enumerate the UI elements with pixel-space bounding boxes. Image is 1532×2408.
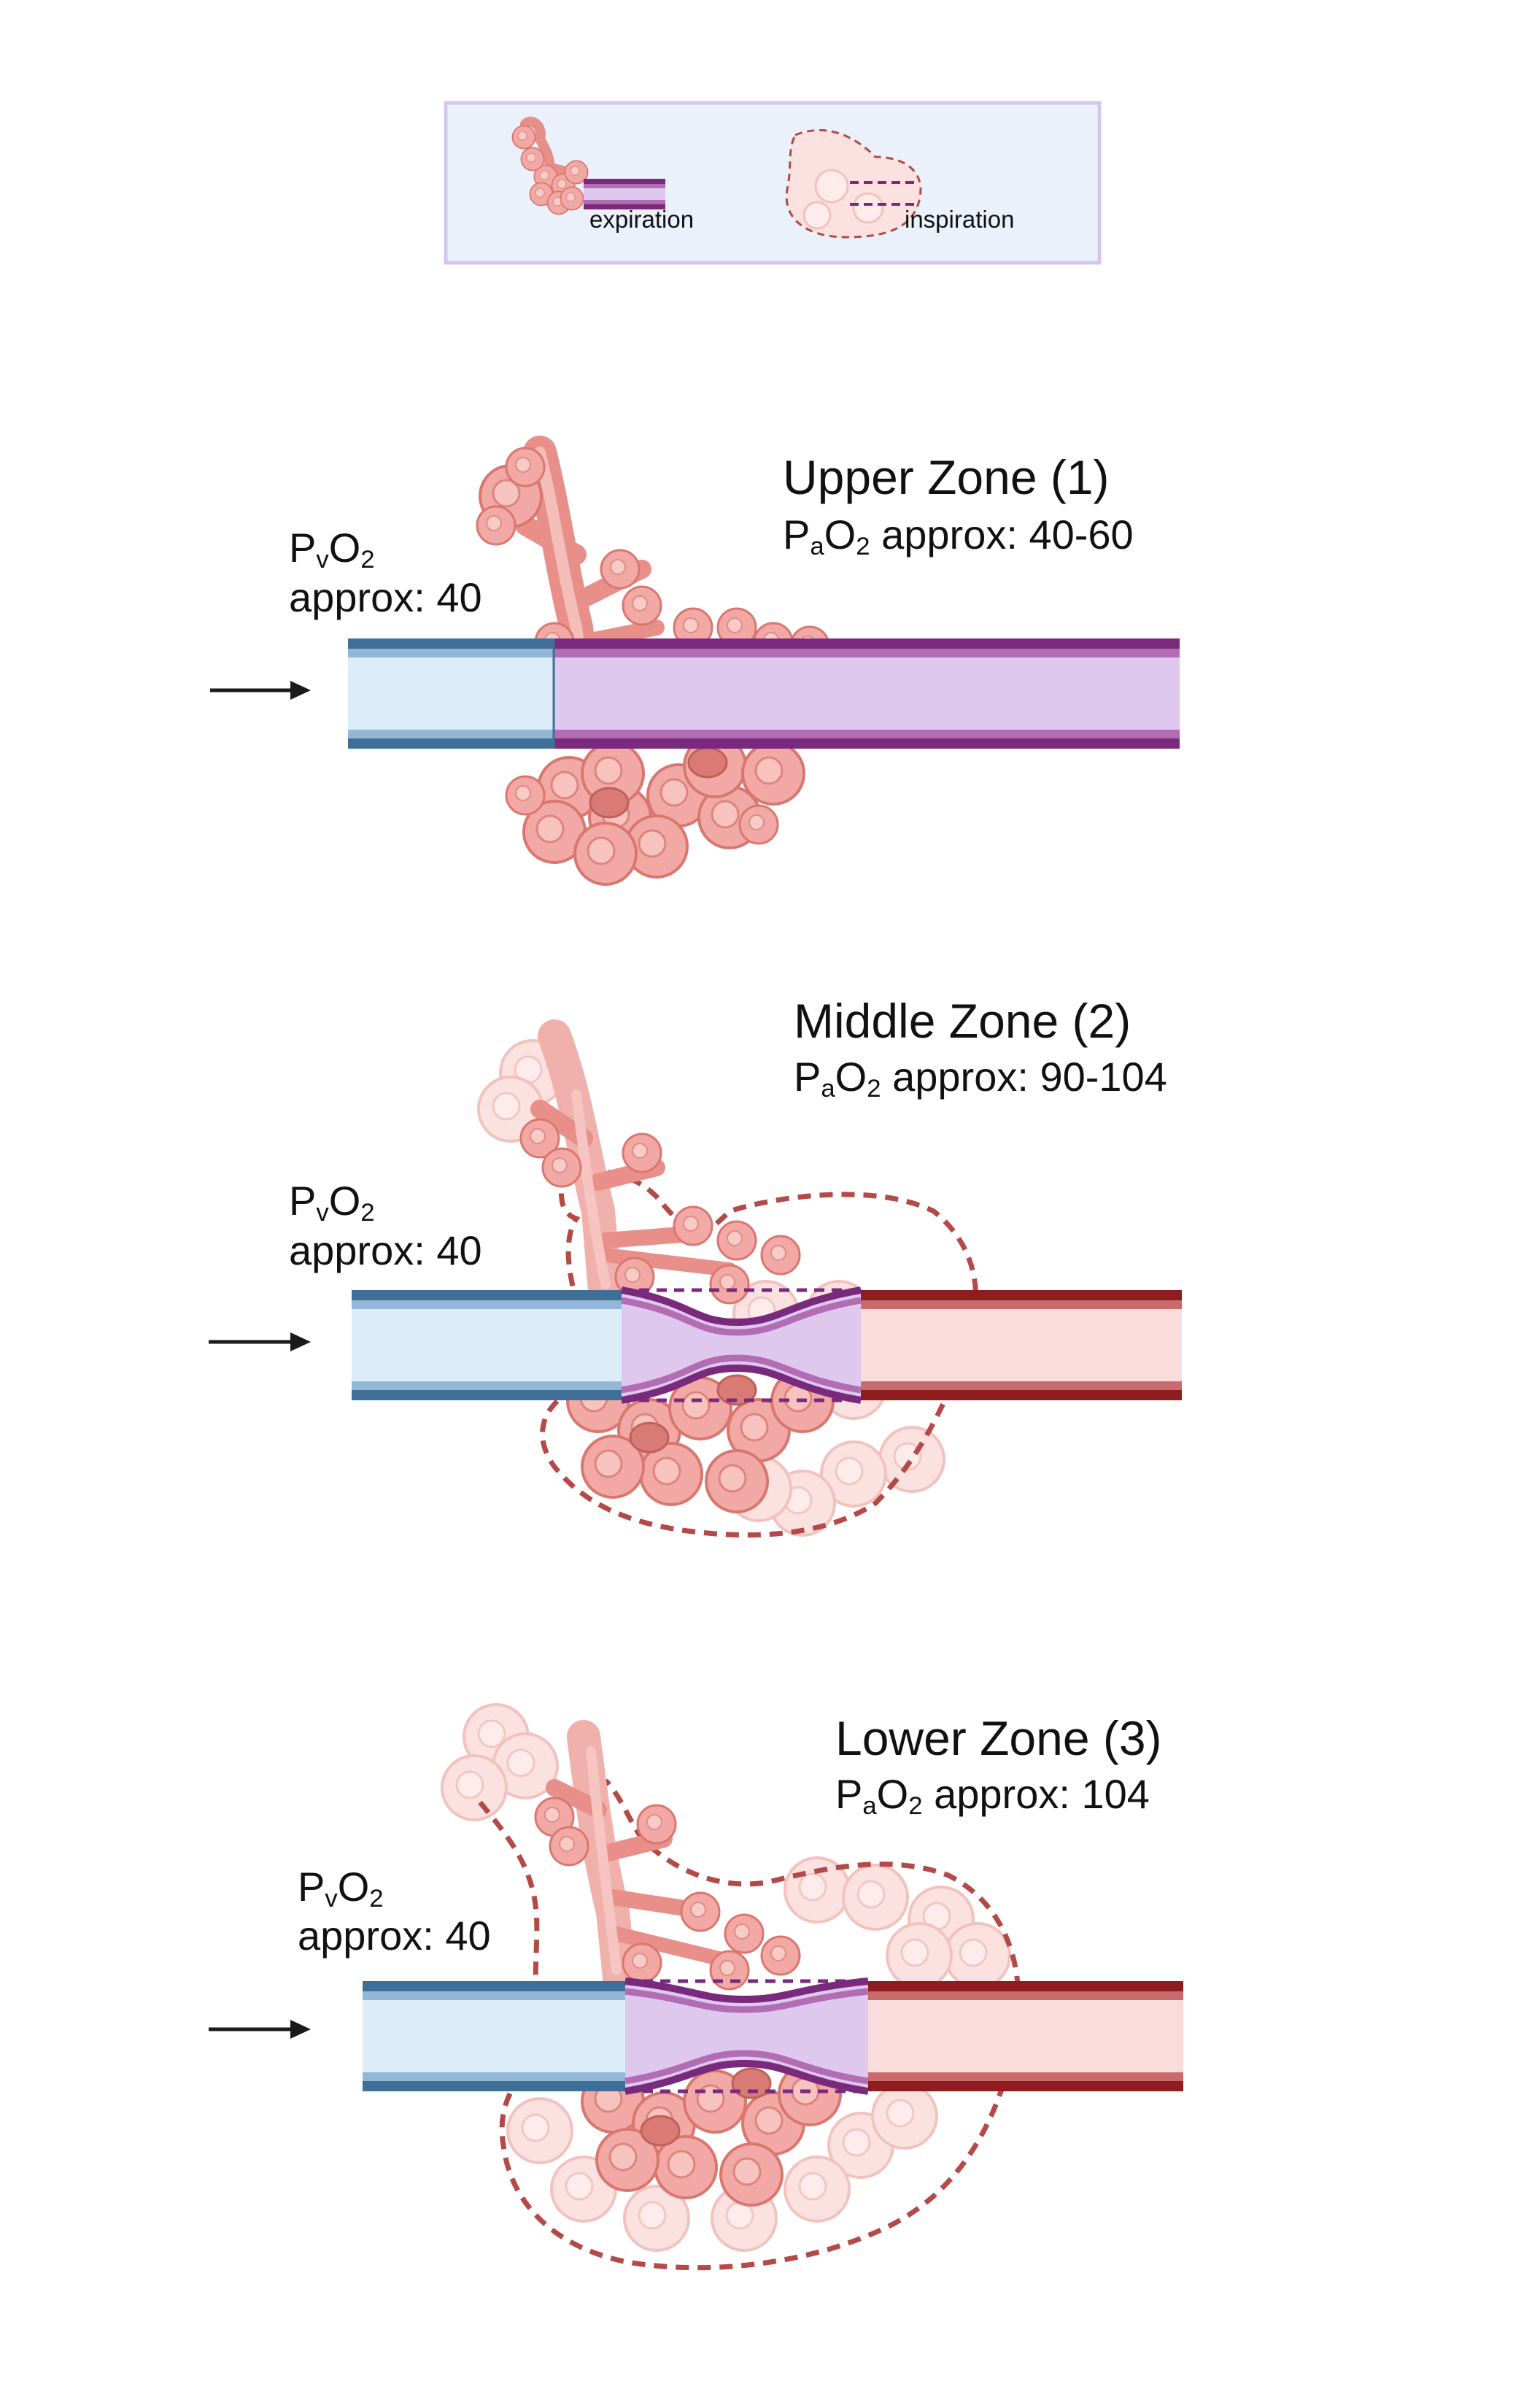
lung-alveoli-icon — [519, 1019, 835, 1513]
pvo2-value: approx: 40 — [298, 1913, 491, 1959]
compressed-capillary — [621, 1286, 862, 1404]
lung-alveoli-icon — [534, 1720, 842, 2207]
pvo2-label: PvO2 — [289, 525, 375, 574]
venous-capillary — [348, 638, 554, 749]
venous-capillary — [363, 1981, 625, 2091]
pao2-label: PaO2 approx: 104 — [835, 1771, 1150, 1820]
zone-lower: Lower Zone (3) PaO2 approx: 104 PvO2 app… — [209, 1703, 1183, 2271]
pvo2-value: approx: 40 — [289, 574, 482, 620]
pvo2-label: PvO2 — [298, 1864, 384, 1913]
legend: expiration inspiration — [444, 101, 1102, 265]
compressed-capillary — [624, 1977, 869, 2095]
lung-alveoli-icon — [511, 116, 589, 215]
flow-arrow-icon — [210, 681, 311, 700]
arterial-capillary — [868, 1981, 1183, 2091]
inspiration-vessel-swatch — [850, 181, 919, 206]
compressed-capillary — [552, 638, 1180, 749]
zone-middle: Middle Zone (2) PaO2 approx: 90-104 PvO2… — [209, 994, 1182, 1538]
pao2-label: PaO2 approx: 40-60 — [783, 512, 1134, 560]
expiration-vessel-swatch — [584, 179, 665, 209]
zone-upper: Upper Zone (1) PaO2 approx: 40-60 PvO2 a… — [210, 436, 1180, 886]
zone-title: Lower Zone (3) — [835, 1711, 1162, 1765]
flow-arrow-icon — [209, 2020, 311, 2039]
arterial-capillary — [861, 1290, 1182, 1400]
zone-title: Middle Zone (2) — [794, 994, 1131, 1048]
zone-title: Upper Zone (1) — [783, 450, 1110, 504]
pvo2-label: PvO2 — [289, 1178, 375, 1227]
legend-expiration-label: expiration — [589, 206, 694, 233]
pvo2-value: approx: 40 — [289, 1227, 482, 1273]
venous-capillary — [352, 1290, 622, 1400]
pao2-label: PaO2 approx: 90-104 — [794, 1054, 1167, 1103]
flow-arrow-icon — [209, 1332, 311, 1351]
legend-inspiration-label: inspiration — [905, 206, 1014, 233]
